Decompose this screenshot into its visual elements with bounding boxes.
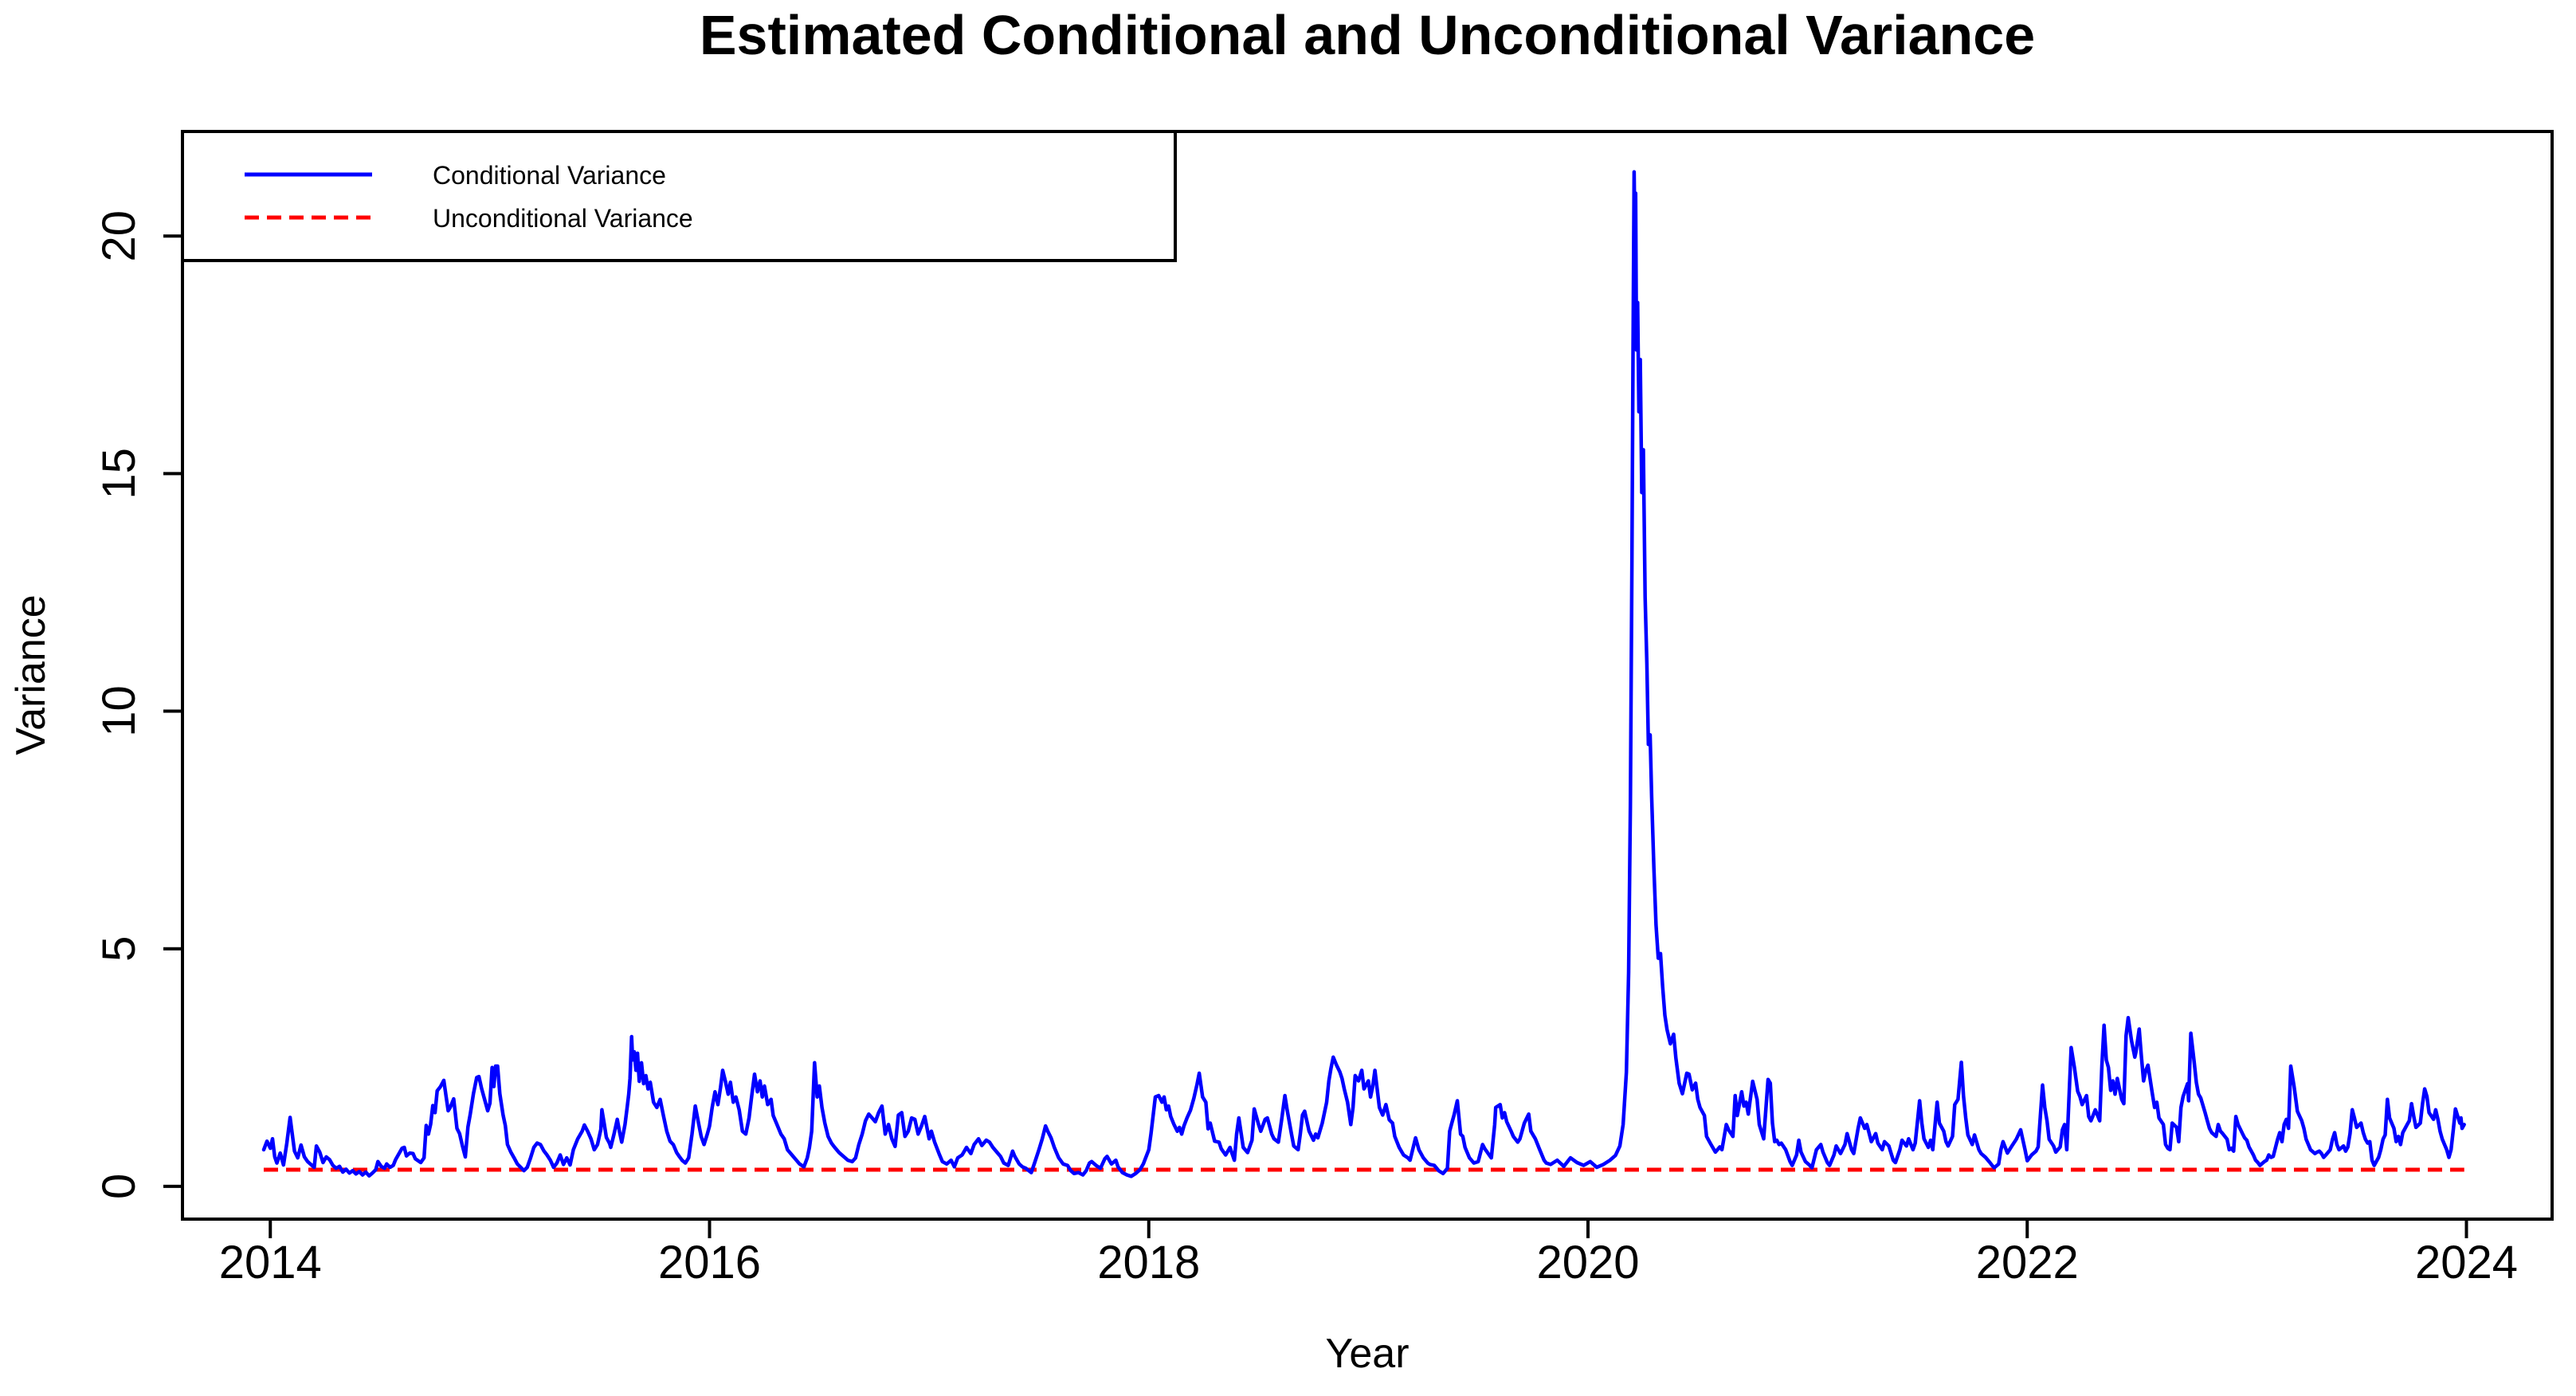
x-tick-label: 2014 [219,1237,322,1288]
y-tick-label: 20 [93,210,145,262]
y-tick-label: 15 [93,448,145,500]
legend-label-unconditional: Unconditional Variance [433,204,693,233]
x-axis: 2014 2016 2018 2020 2022 2024 [219,1219,2518,1288]
plot-border [181,130,2554,1221]
y-tick-label: 5 [93,936,145,962]
x-tick-label: 2016 [658,1237,761,1288]
y-tick-label: 0 [93,1174,145,1199]
x-tick-label: 2018 [1097,1237,1200,1288]
x-tick-label: 2022 [1976,1237,2079,1288]
series-layer [261,170,2466,1178]
legend-box [181,130,1177,262]
y-axis-title: Variance [8,594,54,755]
y-axis: 0 5 10 15 20 [93,210,182,1199]
chart-title: Estimated Conditional and Unconditional … [700,4,2035,66]
y-tick-label: 10 [93,685,145,737]
legend-label-conditional: Conditional Variance [433,161,666,190]
x-axis-title: Year [1325,1331,1409,1377]
x-tick-label: 2024 [2415,1237,2518,1288]
legend: Conditional Variance Unconditional Varia… [181,130,1177,262]
x-tick-label: 2020 [1536,1237,1639,1288]
conditional-variance-line [261,170,2466,1178]
